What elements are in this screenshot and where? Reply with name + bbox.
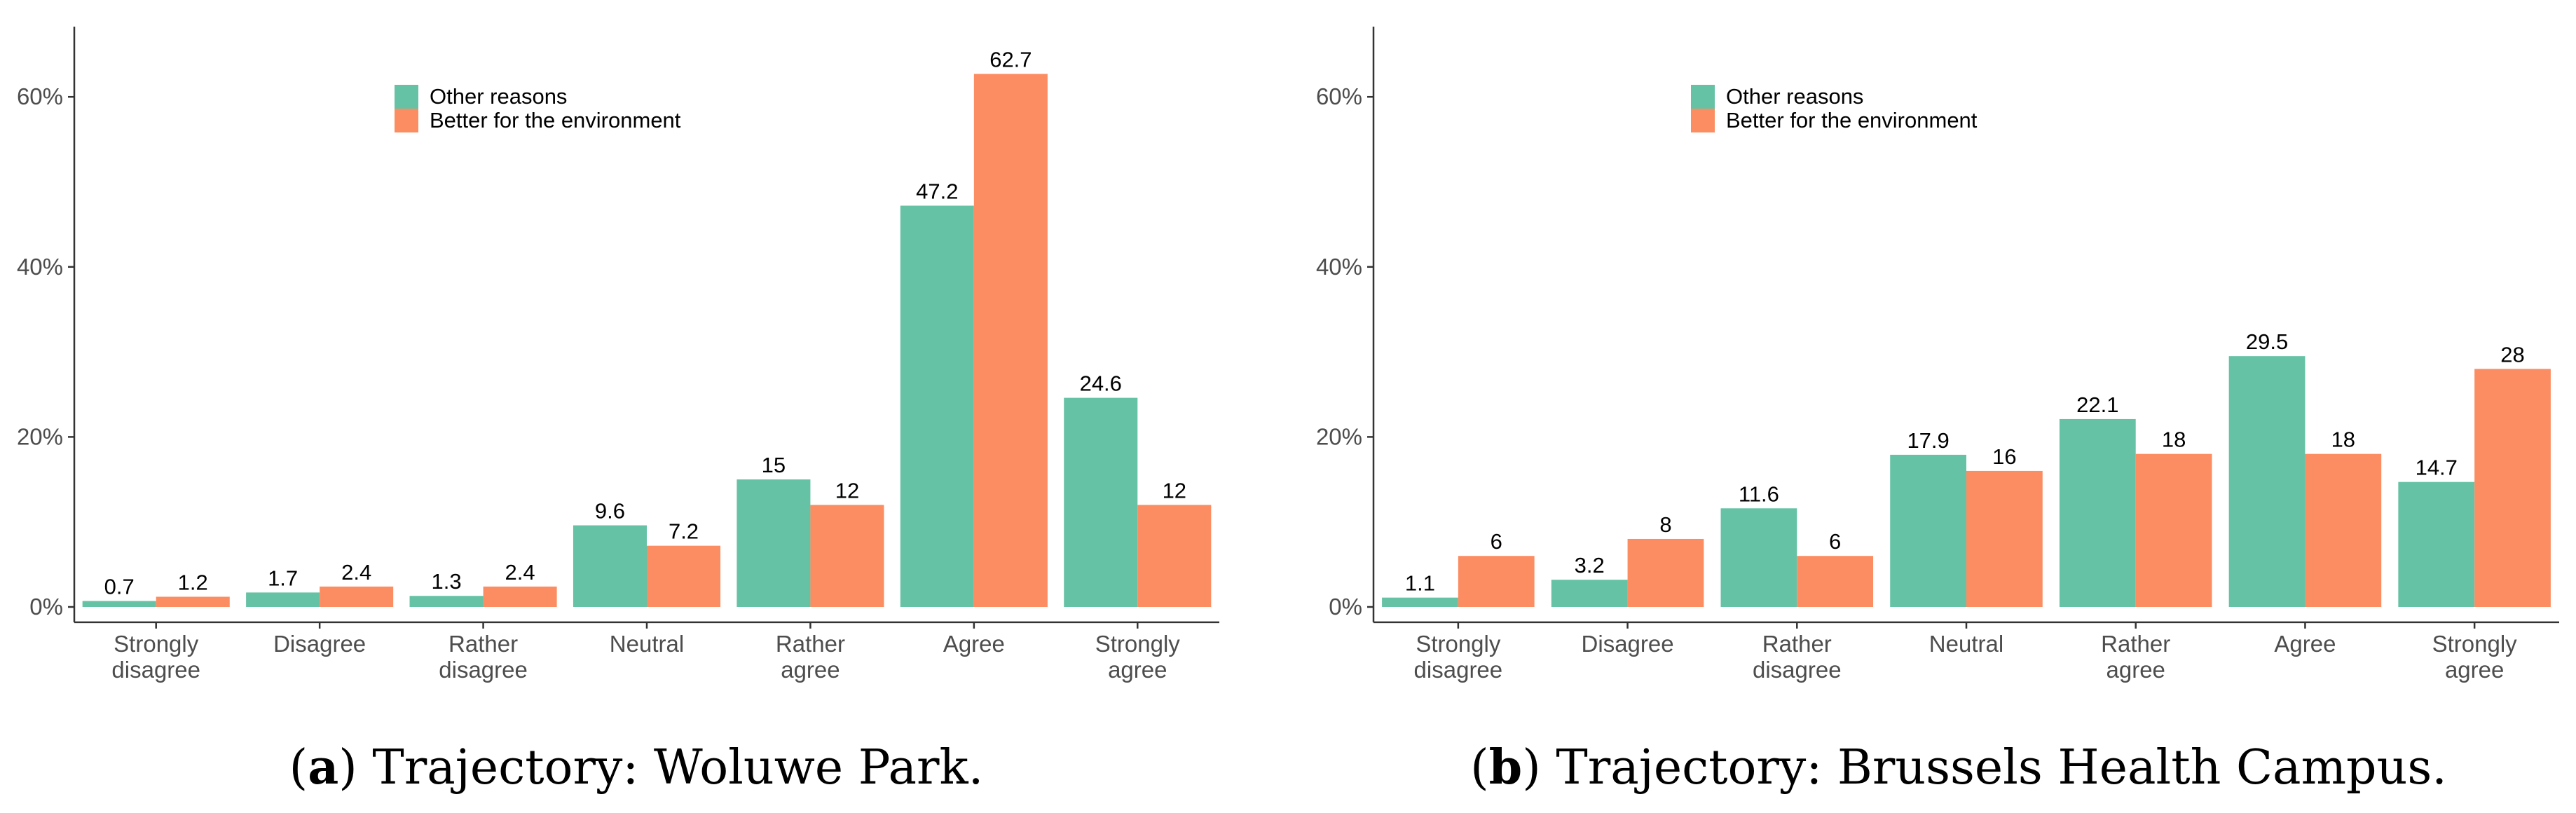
bar-value-label: 1.3 [431, 569, 461, 594]
bar-value-label: 62.7 [989, 47, 1032, 71]
y-tick-label: 0% [1329, 594, 1362, 620]
bar-other-reasons [2059, 418, 2136, 607]
bar-value-label: 11.6 [1739, 481, 1779, 506]
y-tick-label: 0% [29, 594, 63, 620]
bar-value-label: 12 [835, 478, 859, 503]
chart-panel-b: 0% 20% 40% 60% Strongly disagree 1.1 6 Disagree 3… [1316, 27, 2559, 795]
x-tick-label: Rather agree [2101, 631, 2170, 683]
bar-better-for-environment [1966, 470, 2043, 607]
bar-value-label: 28 [2500, 342, 2524, 367]
bar-value-label: 15 [762, 453, 786, 477]
bar-better-for-environment [1458, 556, 1535, 607]
bar-value-label: 14.7 [2416, 456, 2458, 480]
bar-other-reasons [2228, 356, 2306, 607]
bar-other-reasons [1720, 508, 1797, 607]
bar-value-label: 47.2 [916, 179, 958, 203]
bar-value-label: 22.1 [2076, 392, 2118, 417]
bar-better-for-environment [2474, 369, 2551, 607]
bar-better-for-environment [2305, 453, 2382, 607]
x-tick-label: Strongly agree [1095, 631, 1181, 683]
figure-caption: (a) Trajectory: Woluwe Park. [289, 739, 984, 795]
legend-label: Other reasons [1726, 84, 1863, 109]
x-tick-label: Rather disagree [439, 631, 528, 683]
y-tick-label: 60% [1316, 83, 1362, 109]
legend-swatch [395, 109, 418, 132]
legend-label: Better for the environment [430, 108, 681, 132]
y-tick-label: 20% [17, 423, 63, 449]
bar-better-for-environment [810, 505, 884, 607]
bar-value-label: 7.2 [669, 519, 699, 544]
bar-other-reasons [82, 601, 156, 607]
y-tick-label: 40% [1316, 254, 1362, 280]
bar-better-for-environment [1137, 505, 1212, 607]
bar-value-label: 8 [1659, 512, 1671, 537]
x-tick-label: Strongly disagree [111, 631, 200, 683]
chart-panel-a: 0% 20% 40% 60% Strongly disagree 0.7 1.2 Disagre… [17, 27, 1219, 795]
x-tick-label: Agree [2274, 631, 2336, 657]
bar-better-for-environment [647, 545, 721, 607]
x-tick-label: Neutral [1929, 631, 2003, 657]
bar-better-for-environment [2135, 453, 2212, 607]
bar-other-reasons [573, 525, 647, 607]
bar-other-reasons [1064, 397, 1138, 607]
legend-swatch [1691, 85, 1715, 109]
bar-other-reasons [1382, 597, 1458, 607]
x-tick-label: Rather agree [776, 631, 845, 683]
bar-other-reasons [409, 596, 484, 607]
x-tick-label: Strongly disagree [1414, 631, 1503, 683]
bar-value-label: 29.5 [2246, 329, 2288, 354]
bar-other-reasons [1551, 580, 1628, 607]
bar-value-label: 1.7 [268, 566, 298, 590]
bar-value-label: 16 [1992, 444, 2016, 469]
y-tick-label: 20% [1316, 423, 1362, 449]
bar-better-for-environment [1627, 538, 1704, 607]
y-tick-label: 40% [17, 254, 63, 280]
bar-better-for-environment [483, 586, 557, 607]
bar-value-label: 3.2 [1575, 553, 1605, 578]
bar-other-reasons [900, 205, 974, 607]
bar-other-reasons [1890, 454, 1966, 607]
bar-value-label: 9.6 [595, 499, 625, 524]
bar-value-label: 12 [1163, 478, 1186, 503]
bar-value-label: 1.2 [178, 570, 208, 594]
bar-value-label: 1.1 [1405, 571, 1435, 596]
figure-caption: (b) Trajectory: Brussels Health Campus. [1470, 739, 2447, 795]
x-tick-label: Disagree [273, 631, 366, 657]
bar-value-label: 2.4 [505, 560, 535, 585]
x-tick-label: Disagree [1582, 631, 1674, 657]
bar-better-for-environment [973, 74, 1048, 608]
bar-other-reasons [2398, 481, 2475, 607]
bar-better-for-environment [1797, 556, 1874, 607]
bar-value-label: 0.7 [104, 575, 135, 599]
bar-value-label: 24.6 [1080, 371, 1122, 396]
legend-swatch [395, 85, 418, 109]
legend-label: Better for the environment [1726, 108, 1978, 132]
bar-value-label: 18 [2331, 428, 2355, 452]
bar-other-reasons [737, 479, 811, 607]
bar-value-label: 6 [1829, 529, 1841, 554]
x-tick-label: Rather disagree [1753, 631, 1842, 683]
bar-better-for-environment [320, 586, 394, 607]
bar-value-label: 2.4 [341, 560, 371, 585]
y-tick-label: 60% [17, 83, 63, 109]
legend-label: Other reasons [430, 84, 567, 109]
legend-swatch [1691, 109, 1715, 132]
bar-other-reasons [246, 592, 320, 607]
bar-value-label: 17.9 [1907, 428, 1949, 453]
x-tick-label: Neutral [610, 631, 684, 657]
bar-value-label: 18 [2162, 428, 2186, 452]
bar-value-label: 6 [1491, 529, 1502, 554]
x-tick-label: Strongly agree [2432, 631, 2518, 683]
x-tick-label: Agree [943, 631, 1005, 657]
bar-better-for-environment [156, 596, 230, 607]
